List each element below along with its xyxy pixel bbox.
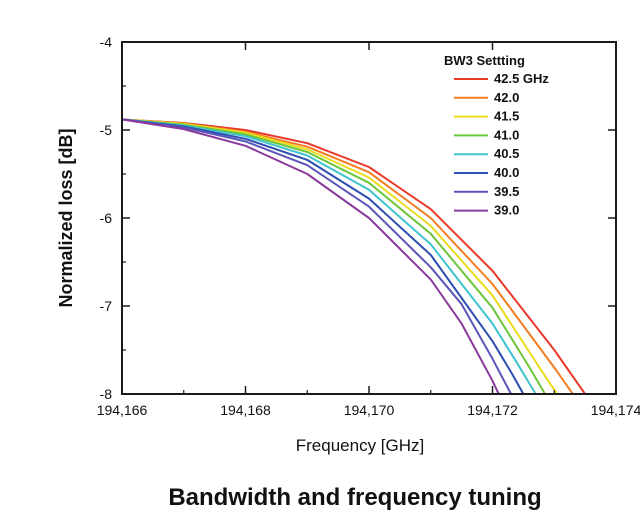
chart-caption: Bandwidth and frequency tuning bbox=[168, 484, 541, 511]
y-axis-title: Normalized loss [dB] bbox=[56, 128, 76, 307]
series-line-6 bbox=[121, 118, 525, 395]
x-tick-label: 194,170 bbox=[344, 402, 395, 418]
x-tick-label: 194,174 bbox=[591, 402, 640, 418]
series-layer bbox=[121, 118, 587, 395]
legend-label: 39.5 bbox=[494, 184, 519, 199]
y-tick-label: -8 bbox=[100, 386, 113, 402]
y-tick-label: -6 bbox=[100, 210, 113, 226]
series-line-5 bbox=[121, 118, 537, 395]
legend: BW3 Settting 42.5 GHz 42.0 41.5 41.0 40.5 40.0… bbox=[444, 53, 549, 218]
series-line-4 bbox=[121, 118, 546, 395]
legend-label: 39.0 bbox=[494, 203, 519, 218]
series-line-1 bbox=[121, 118, 587, 395]
legend-label: 41.5 bbox=[494, 109, 519, 124]
legend-label: 40.5 bbox=[494, 146, 519, 161]
legend-label: 42.0 bbox=[494, 90, 519, 105]
y-tick-label: -5 bbox=[100, 122, 113, 138]
series-line-8 bbox=[121, 118, 500, 395]
legend-label: 42.5 GHz bbox=[494, 71, 549, 86]
series-line-3 bbox=[121, 118, 559, 395]
axis-layer: 194,166 194,168 194,170 194,172 194,174 -8 -7 -… bbox=[97, 34, 640, 418]
x-tick-label: 194,166 bbox=[97, 402, 148, 418]
y-tick-label: -4 bbox=[100, 34, 113, 50]
x-tick-label: 194,172 bbox=[467, 402, 518, 418]
legend-title: BW3 Settting bbox=[444, 53, 525, 68]
x-tick-label: 194,168 bbox=[220, 402, 271, 418]
x-axis-title: Frequency [GHz] bbox=[296, 436, 425, 455]
legend-label: 41.0 bbox=[494, 127, 519, 142]
legend-label: 40.0 bbox=[494, 165, 519, 180]
y-tick-label: -7 bbox=[100, 298, 113, 314]
series-line-7 bbox=[121, 118, 512, 395]
